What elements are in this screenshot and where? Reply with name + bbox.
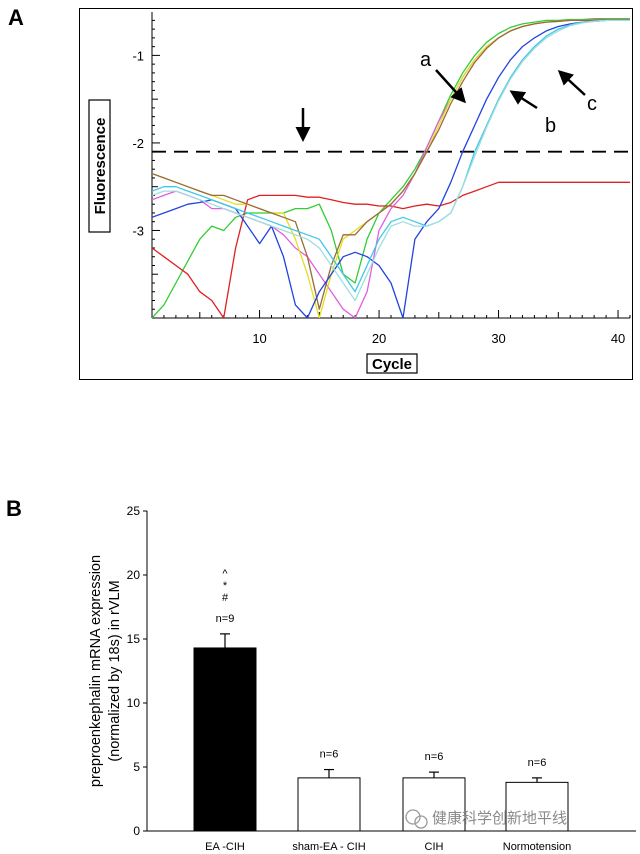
b-y-axis-title-line1: preproenkephalin mRNA expression <box>88 555 104 787</box>
category-label-1: EA -CIH <box>205 841 245 853</box>
arrow-c <box>557 69 586 96</box>
bar-1 <box>193 647 257 832</box>
n-label-3: n=6 <box>425 751 444 763</box>
y-tick-label: -3 <box>132 223 144 238</box>
b-y-tick-label: 25 <box>127 504 141 518</box>
x-tick-label: 40 <box>611 331 625 346</box>
category-label-2: sham-EA - CIH <box>292 841 365 853</box>
x-axis-title: Cycle <box>372 356 412 373</box>
b-y-tick-label: 5 <box>133 760 140 774</box>
amplification-curve-2 <box>152 181 630 318</box>
amplification-curve-5 <box>152 18 630 310</box>
y-axis-title: Fluorescence <box>88 99 111 233</box>
wechat-icon-bubble <box>414 815 428 829</box>
x-axis-title-box <box>366 353 418 374</box>
significance-caret: ^ <box>222 568 228 580</box>
y-tick-label: -1 <box>132 48 144 63</box>
significance-star: * <box>223 580 228 592</box>
y-axis-title-box <box>88 99 111 233</box>
significance-hash: # <box>222 592 229 604</box>
bar-4 <box>505 781 569 832</box>
expression-bar-chart: 0 5 10 15 20 25 preproenkephalin mRNA expressi… <box>88 504 636 853</box>
n-label-4: n=6 <box>528 757 547 769</box>
n-label-2: n=6 <box>320 749 339 761</box>
panel-a-label: A <box>8 5 24 30</box>
amplification-curve-7 <box>152 19 630 293</box>
bar-3 <box>402 777 466 832</box>
amplification-curve-6 <box>152 19 630 318</box>
arrow-b <box>509 90 538 110</box>
bar-2 <box>297 777 361 832</box>
n-label-1: n=9 <box>216 613 235 625</box>
label-c: c <box>587 93 597 115</box>
b-y-tick-label: 10 <box>127 696 141 710</box>
b-y-tick-label: 15 <box>127 632 141 646</box>
panel-b-label: B <box>6 496 22 521</box>
b-y-axis-title-line2: (normalized by 18s) in rVLM <box>107 580 123 761</box>
amplification-curve-8 <box>152 19 630 302</box>
b-y-tick-label: 0 <box>133 824 140 838</box>
amplification-curve-4 <box>152 18 630 318</box>
curves <box>152 17 630 318</box>
amplification-curve-3 <box>152 18 630 318</box>
b-y-tick-label: 20 <box>127 568 141 582</box>
watermark-text: 健康科学创新地平线 <box>432 809 567 827</box>
category-label-4: Normotension <box>503 841 571 853</box>
arrow-a <box>435 69 467 104</box>
amplification-curve-1 <box>152 17 630 318</box>
label-a: a <box>420 49 432 71</box>
watermark: 健康科学创新地平线 <box>405 809 567 829</box>
x-tick-label: 10 <box>252 331 266 346</box>
category-label-3: CIH <box>425 841 444 853</box>
wechat-icon <box>405 809 421 825</box>
qpcr-amplification-plot: 10 20 30 40 -1 -2 -3 Fluorescence Cycle a b c <box>88 12 631 374</box>
panel-a-frame <box>79 8 633 380</box>
label-b: b <box>545 115 556 137</box>
x-tick-label: 20 <box>372 331 386 346</box>
y-tick-label: -2 <box>132 136 144 151</box>
x-tick-label: 30 <box>491 331 505 346</box>
y-axis-title-text: Fluorescence <box>92 118 109 215</box>
